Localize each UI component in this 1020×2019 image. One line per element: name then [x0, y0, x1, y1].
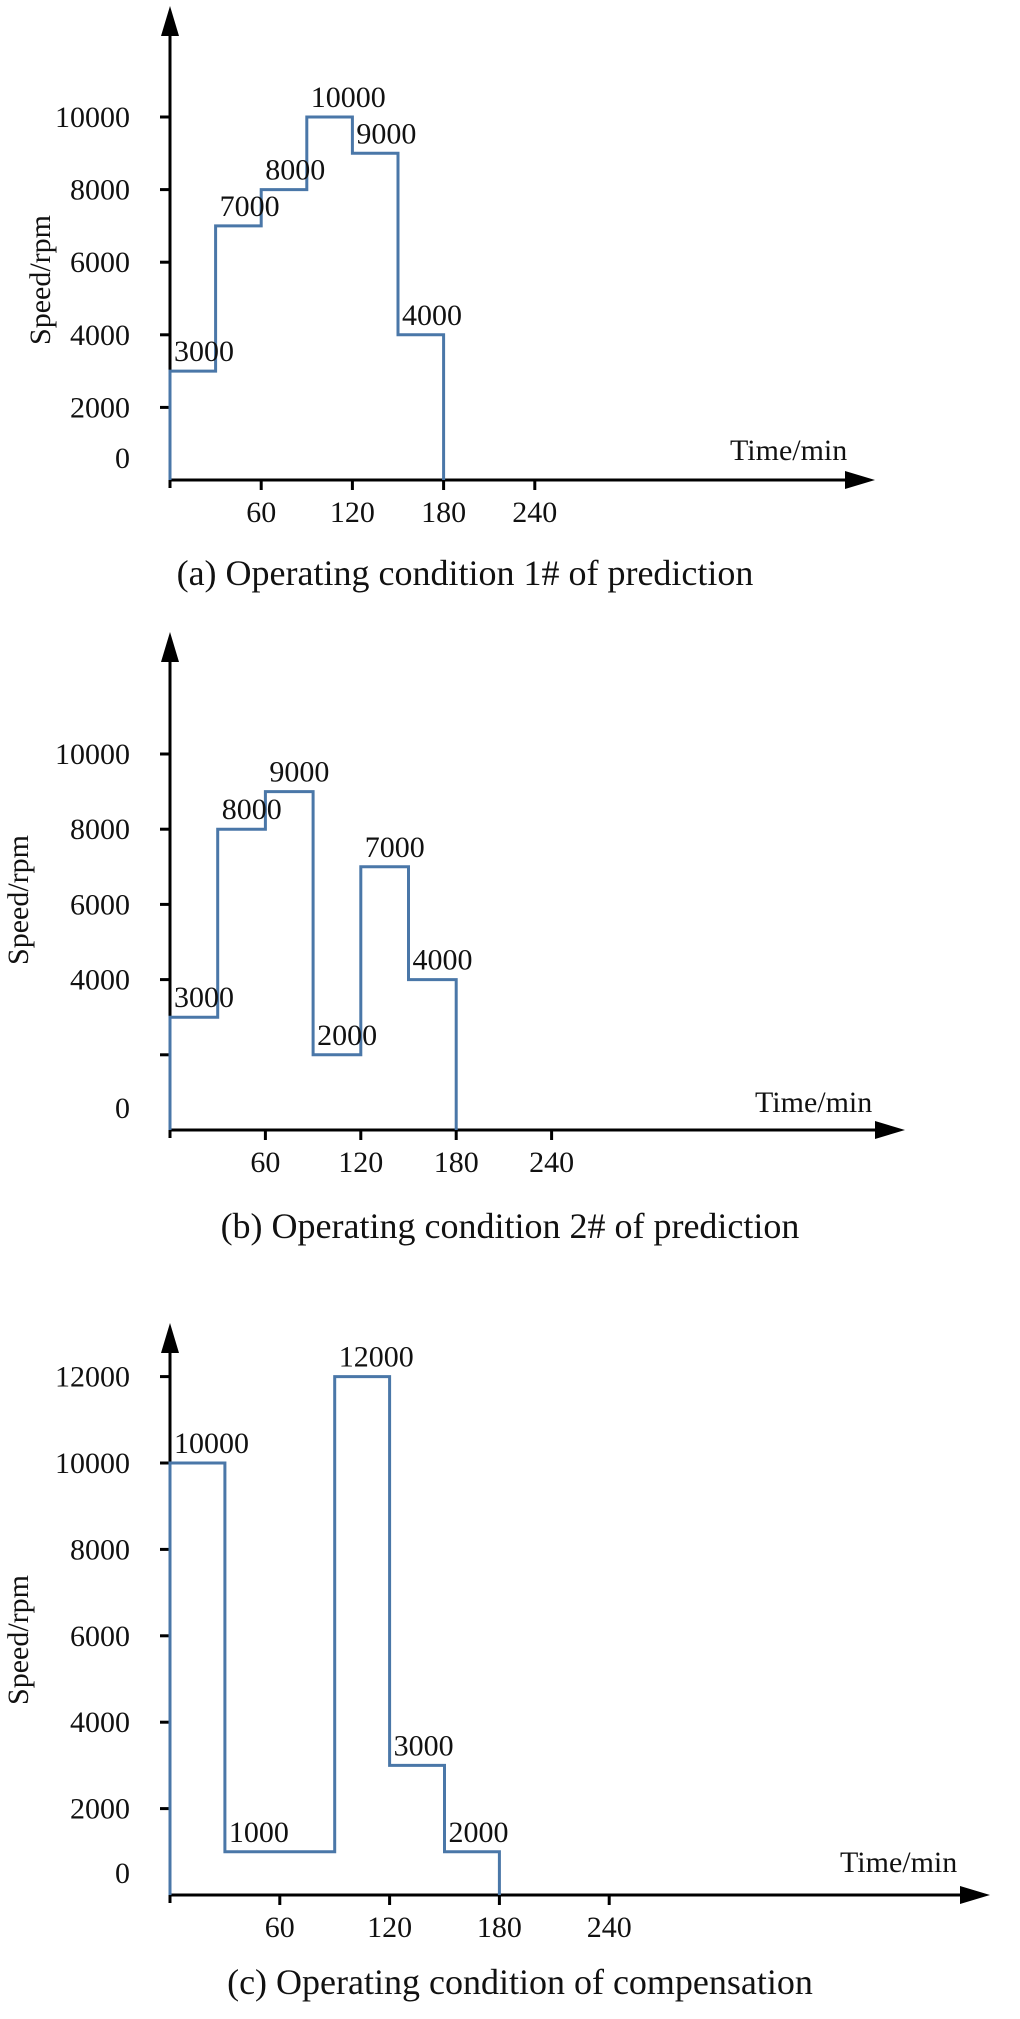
y-tick-label: 8000 — [70, 174, 130, 207]
y-tick-label: 6000 — [70, 246, 130, 279]
data-label: 4000 — [402, 299, 462, 332]
x-tick-label: 60 — [265, 1911, 295, 1944]
data-label: 3000 — [174, 335, 234, 368]
data-label: 2000 — [449, 1816, 509, 1849]
x-tick-label: 240 — [529, 1146, 574, 1179]
y-tick-label: 2000 — [70, 1793, 130, 1826]
chart-panel-b: 0 4000 6000 8000 10000 60 120 180 240 Time/min Spe… — [2, 632, 905, 1246]
y-axis-label: Speed/rpm — [2, 835, 35, 965]
y-tick-label: 4000 — [70, 1706, 130, 1739]
x-axis-label: Time/min — [730, 434, 847, 467]
x-axis-arrow — [960, 1886, 990, 1904]
x-tick-label: 180 — [421, 496, 466, 529]
data-label: 1000 — [229, 1816, 289, 1849]
x-tick-label: 60 — [250, 1146, 280, 1179]
data-label: 9000 — [356, 117, 416, 150]
y-tick-label: 4000 — [70, 964, 130, 997]
x-tick-label: 120 — [367, 1911, 412, 1944]
data-label: 8000 — [222, 793, 282, 826]
data-label: 7000 — [365, 831, 425, 864]
x-tick-label: 180 — [434, 1146, 479, 1179]
figure-caption: (c) Operating condition of compensation — [227, 1962, 813, 2002]
y-tick-label: 0 — [115, 442, 130, 475]
chart-panel-a: 0 2000 4000 6000 8000 10000 60 120 180 240 Time/mi… — [24, 6, 875, 593]
x-tick-label: 180 — [477, 1911, 522, 1944]
y-tick-label: 0 — [115, 1857, 130, 1890]
data-label: 3000 — [394, 1729, 454, 1762]
x-tick-label: 60 — [246, 496, 276, 529]
x-axis-arrow — [845, 471, 875, 489]
x-tick-label: 120 — [338, 1146, 383, 1179]
x-tick-label: 120 — [330, 496, 375, 529]
data-label: 2000 — [317, 1019, 377, 1052]
data-label: 8000 — [265, 154, 325, 187]
y-tick-label: 12000 — [55, 1361, 130, 1394]
data-label: 4000 — [413, 944, 473, 977]
y-tick-label: 10000 — [55, 101, 130, 134]
y-axis-arrow — [161, 6, 179, 36]
y-tick-label: 2000 — [70, 391, 130, 424]
x-tick-label: 240 — [587, 1911, 632, 1944]
y-axis-label: Speed/rpm — [2, 1575, 35, 1705]
y-tick-label: 6000 — [70, 888, 130, 921]
y-tick-label: 0 — [115, 1092, 130, 1125]
data-label: 12000 — [339, 1341, 414, 1374]
chart-panel-c: 0 2000 4000 6000 8000 10000 12000 60 120 180 240 Ti… — [2, 1323, 990, 2002]
x-axis-arrow — [875, 1121, 905, 1139]
data-label: 10000 — [311, 81, 386, 114]
y-axis-arrow — [161, 632, 179, 662]
data-label: 10000 — [174, 1427, 249, 1460]
y-tick-label: 10000 — [55, 1447, 130, 1480]
speed-step-line — [168, 115, 446, 480]
y-tick-label: 6000 — [70, 1620, 130, 1653]
data-label: 9000 — [269, 756, 329, 789]
data-label: 7000 — [220, 190, 280, 223]
speed-step-line — [168, 1375, 501, 1895]
figure-caption: (a) Operating condition 1# of prediction — [177, 553, 754, 593]
y-tick-label: 8000 — [70, 813, 130, 846]
y-tick-label: 10000 — [55, 738, 130, 771]
speed-step-line — [168, 790, 458, 1130]
x-axis-label: Time/min — [755, 1086, 872, 1119]
y-axis-arrow — [161, 1323, 179, 1353]
x-tick-label: 240 — [512, 496, 557, 529]
y-axis-label: Speed/rpm — [24, 215, 57, 345]
y-tick-label: 8000 — [70, 1533, 130, 1566]
x-axis-label: Time/min — [840, 1846, 957, 1879]
data-label: 3000 — [174, 981, 234, 1014]
y-tick-label: 4000 — [70, 319, 130, 352]
figure-caption: (b) Operating condition 2# of prediction — [221, 1206, 800, 1246]
